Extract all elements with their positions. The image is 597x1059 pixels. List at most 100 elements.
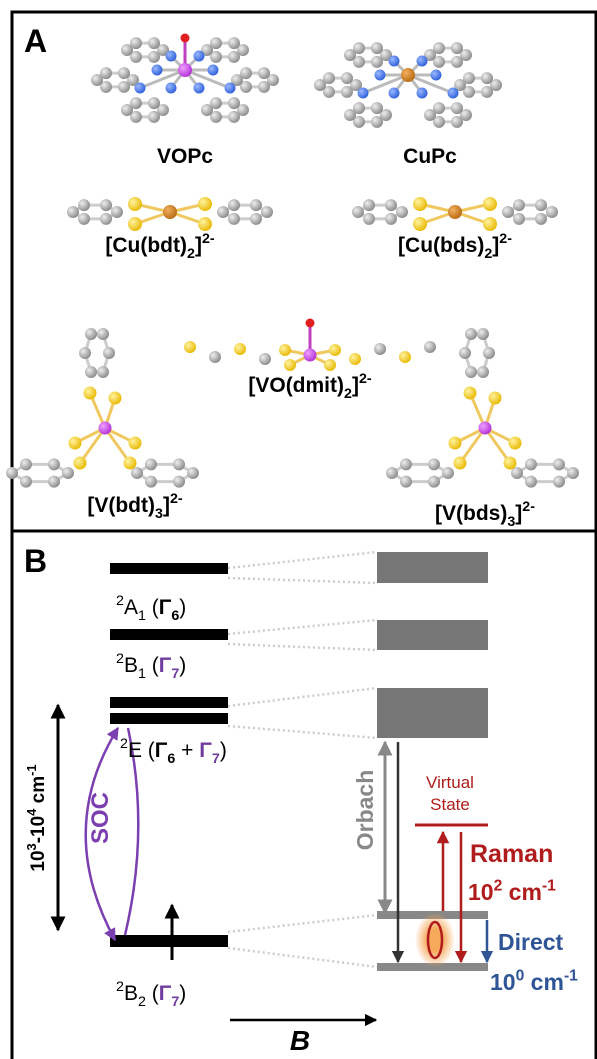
atom — [79, 347, 91, 359]
atom — [173, 476, 185, 488]
atom — [371, 56, 383, 68]
text-segment: + — [175, 739, 199, 762]
atom — [135, 83, 146, 94]
text-segment: -1 — [24, 764, 39, 775]
label: State — [430, 795, 470, 814]
atom — [413, 197, 427, 211]
label: VOPc — [157, 145, 213, 168]
atom — [483, 197, 497, 211]
text-segment: VOPc — [157, 145, 213, 168]
atom — [349, 353, 361, 365]
atom — [353, 42, 365, 54]
line — [228, 552, 377, 568]
atom — [166, 83, 177, 94]
atom — [424, 341, 436, 353]
text-segment: 10 — [490, 969, 516, 995]
atom — [100, 67, 112, 79]
line — [228, 948, 377, 967]
text-segment: -1 — [564, 967, 578, 984]
text-segment: 3 — [24, 843, 39, 850]
text-segment: 2 — [116, 979, 124, 995]
atom — [208, 65, 219, 76]
label: 2E (Γ6 + Γ7) — [120, 736, 227, 767]
atom — [535, 213, 547, 225]
atom — [128, 197, 142, 211]
atom — [225, 83, 236, 94]
label: 103-104 cm-1 — [24, 764, 49, 871]
atom — [385, 213, 397, 225]
atom — [250, 199, 262, 211]
atom — [448, 88, 459, 99]
atom — [85, 366, 97, 378]
label: 102 cm-1 — [468, 877, 556, 905]
atom — [479, 422, 492, 435]
atom — [187, 467, 199, 479]
text-segment: ] — [195, 234, 202, 257]
text-segment: Γ — [159, 596, 172, 619]
atom — [375, 70, 386, 81]
text-segment: B — [124, 982, 138, 1005]
text-segment: 2 — [120, 736, 128, 752]
level-box — [377, 552, 488, 583]
atom — [363, 199, 375, 211]
atom — [148, 97, 160, 109]
atom — [451, 42, 463, 54]
atom — [413, 217, 427, 231]
atom — [389, 56, 400, 67]
text-segment: CuPc — [403, 145, 457, 168]
atom — [6, 467, 18, 479]
atom — [323, 72, 335, 84]
label: 2A1 (Γ6) — [116, 593, 186, 624]
text-segment: 2- — [202, 231, 215, 247]
text-segment: ) — [179, 982, 186, 1005]
atom — [145, 458, 157, 470]
atom — [118, 81, 130, 93]
panel-label: B — [24, 543, 47, 579]
atom — [389, 88, 400, 99]
text-segment: ] — [492, 234, 499, 257]
atom — [111, 206, 123, 218]
atom — [553, 476, 565, 488]
level-box — [110, 629, 228, 640]
label: Direct — [498, 929, 564, 955]
text-segment: cm — [28, 776, 49, 809]
line — [228, 915, 377, 932]
panel-label: A — [24, 23, 47, 59]
atom — [433, 102, 445, 114]
atom — [148, 37, 160, 49]
atom — [363, 213, 375, 225]
atom — [78, 213, 90, 225]
atom — [217, 206, 229, 218]
atom — [417, 88, 428, 99]
atom — [399, 351, 411, 363]
atom — [181, 34, 190, 43]
text-segment: B — [124, 654, 138, 677]
label: [Cu(bds)2]2- — [398, 231, 512, 262]
line — [228, 688, 377, 706]
atom — [451, 116, 463, 128]
atom — [228, 37, 240, 49]
atom — [173, 458, 185, 470]
atom — [513, 199, 525, 211]
level-box — [110, 713, 228, 724]
text-segment: 2 — [344, 386, 352, 402]
atom — [97, 366, 109, 378]
atom — [84, 387, 97, 400]
atom — [553, 458, 565, 470]
atom — [130, 97, 142, 109]
text-segment: [V(bdt) — [87, 494, 155, 517]
text-segment: 10 — [28, 850, 49, 871]
atom — [546, 206, 558, 218]
atom — [502, 206, 514, 218]
atom — [304, 349, 317, 362]
atom — [178, 63, 192, 77]
atom — [78, 199, 90, 211]
line — [228, 578, 377, 583]
atom — [118, 67, 130, 79]
atom — [386, 467, 398, 479]
atom — [48, 476, 60, 488]
atom — [258, 67, 270, 79]
atom — [250, 213, 262, 225]
atom — [465, 366, 477, 378]
atom — [428, 476, 440, 488]
